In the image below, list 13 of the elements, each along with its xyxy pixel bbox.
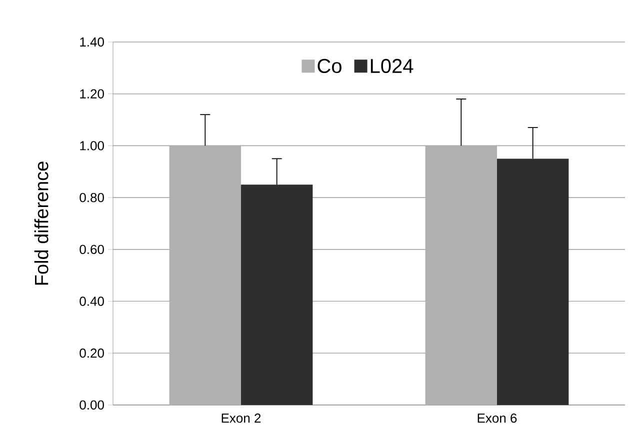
legend-label: L024 (370, 58, 414, 74)
y-tick-label: 1.40 (80, 37, 104, 47)
y-tick-label: 0.80 (80, 192, 104, 202)
x-tick-label: Exon 2 (222, 414, 261, 423)
y-tick-label: 0.00 (80, 400, 104, 410)
y-tick-label: 1.20 (80, 89, 104, 98)
legend-label: Co (318, 58, 342, 74)
y-tick-label: 0.60 (80, 244, 104, 254)
y-tick-label: 1.00 (80, 141, 104, 150)
y-axis-title: Fold difference (34, 162, 48, 285)
y-tick-label: 0.40 (80, 296, 104, 306)
y-tick-label: 0.20 (80, 348, 104, 358)
x-tick-label: Exon 6 (478, 414, 517, 423)
